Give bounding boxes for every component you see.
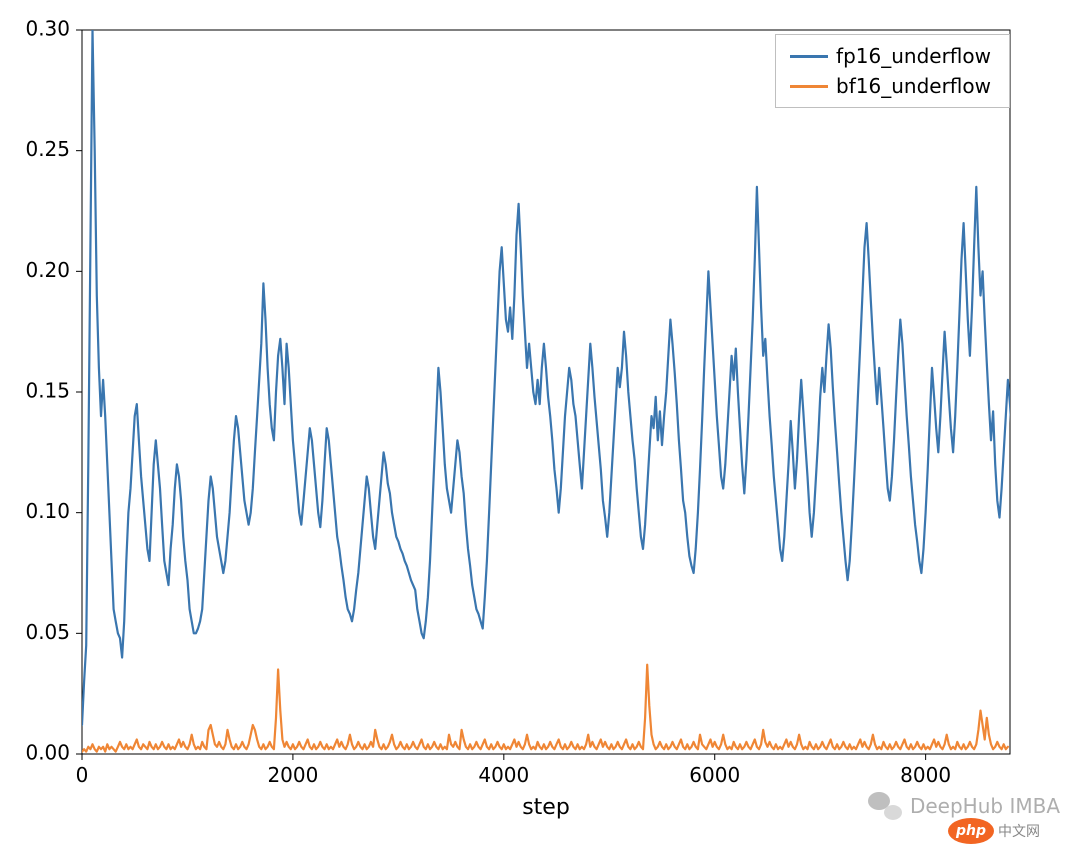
svg-text:8000: 8000 xyxy=(900,763,951,787)
svg-text:0.10: 0.10 xyxy=(25,499,70,523)
legend-label: fp16_underflow xyxy=(836,44,1005,68)
legend-swatch xyxy=(790,85,828,88)
svg-text:0: 0 xyxy=(76,763,89,787)
legend: fp16_underflow bf16_underflow xyxy=(775,34,1010,108)
svg-text:step: step xyxy=(522,795,570,820)
wechat-icon xyxy=(868,792,902,820)
svg-text:6000: 6000 xyxy=(689,763,740,787)
svg-text:0.05: 0.05 xyxy=(25,620,70,644)
legend-item: fp16_underflow xyxy=(780,41,1005,71)
series-bf16_underflow xyxy=(82,665,1008,752)
series-fp16_underflow xyxy=(82,30,1021,725)
php-badge-cn: 中文网 xyxy=(998,821,1040,841)
chart-svg: 0.00 0.05 0.10 0.15 0.20 0.25 0.30 0 2000 4000 600… xyxy=(0,0,1080,850)
svg-text:4000: 4000 xyxy=(478,763,529,787)
svg-text:0.25: 0.25 xyxy=(25,137,70,161)
svg-text:0.20: 0.20 xyxy=(25,258,70,282)
svg-text:0.15: 0.15 xyxy=(25,379,70,403)
watermark-text: DeepHub IMBA xyxy=(910,794,1060,818)
legend-label: bf16_underflow xyxy=(836,74,1005,98)
watermark: DeepHub IMBA xyxy=(868,792,1060,820)
svg-text:2000: 2000 xyxy=(267,763,318,787)
svg-text:0.30: 0.30 xyxy=(25,17,70,41)
svg-text:0.00: 0.00 xyxy=(25,741,70,765)
php-badge-label: php xyxy=(948,818,994,844)
legend-item: bf16_underflow xyxy=(780,71,1005,101)
chart-container: 0.00 0.05 0.10 0.15 0.20 0.25 0.30 0 2000 4000 600… xyxy=(0,0,1080,850)
legend-swatch xyxy=(790,55,828,58)
php-badge: php 中文网 xyxy=(948,818,1040,844)
